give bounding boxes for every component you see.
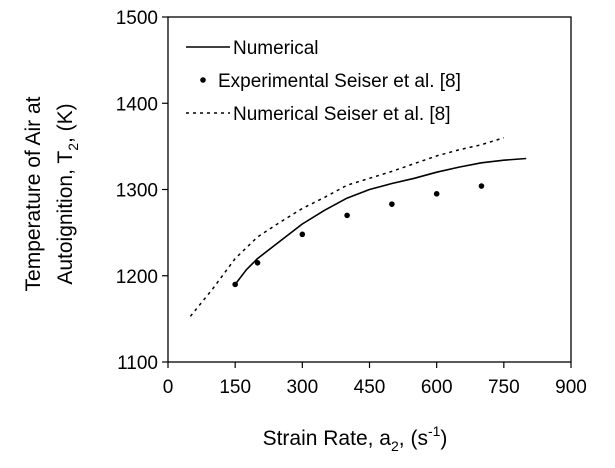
experimental-point [299,231,306,238]
y-axis-title-main: Autoignition, T [54,151,77,285]
x-tick-label: 450 [354,377,386,398]
experimental-point [232,281,238,288]
y-axis-title-line1: Temperature of Air at [22,96,45,291]
experimental-point [344,212,350,219]
series-layer [189,137,527,317]
numerical-seiser-line [189,137,505,317]
experimental-point [433,191,440,197]
legend: Numerical Experimental Seiser et al. [8] N… [186,38,461,125]
y-tick-label: 1500 [116,8,158,29]
y-tick-label: 1400 [116,94,158,115]
y-tick-label: 1100 [117,353,158,374]
legend-label: Experimental Seiser et al. [8] [218,71,461,92]
experimental-point [254,260,261,266]
y-axis-title-sub: 2 [65,143,81,151]
tick-labels: 1100 1200 1300 1400 1500 0 150 300 450 600 750 900 [116,8,587,398]
x-axis-title: Strain Rate, a2, (s-1) [263,423,448,454]
x-axis-title-end: ) [440,427,447,450]
x-axis-title-tail: , (s [399,427,428,450]
experimental-point [389,201,395,207]
x-tick-label: 150 [219,377,251,398]
x-axis-title-sub: 2 [391,438,399,454]
x-axis-title-main: Strain Rate, a [263,427,392,450]
y-tick-label: 1200 [116,267,158,288]
y-tick-label: 1300 [116,181,158,202]
x-tick-label: 0 [163,377,174,398]
y-axis-title-tail: , (K) [54,103,77,143]
x-tick-label: 900 [555,377,587,398]
numerical-line [234,157,527,285]
x-tick-label: 600 [421,377,453,398]
legend-label: Numerical Seiser et al. [8] [233,104,451,125]
y-axis-title-line2: Autoignition, T2, (K) [54,103,81,284]
legend-label: Numerical [233,38,319,59]
x-tick-label: 750 [488,377,520,398]
legend-marker-experimental [200,77,206,83]
experimental-point [478,183,485,189]
x-tick-label: 300 [286,377,318,398]
x-axis-title-sup: -1 [428,423,441,439]
